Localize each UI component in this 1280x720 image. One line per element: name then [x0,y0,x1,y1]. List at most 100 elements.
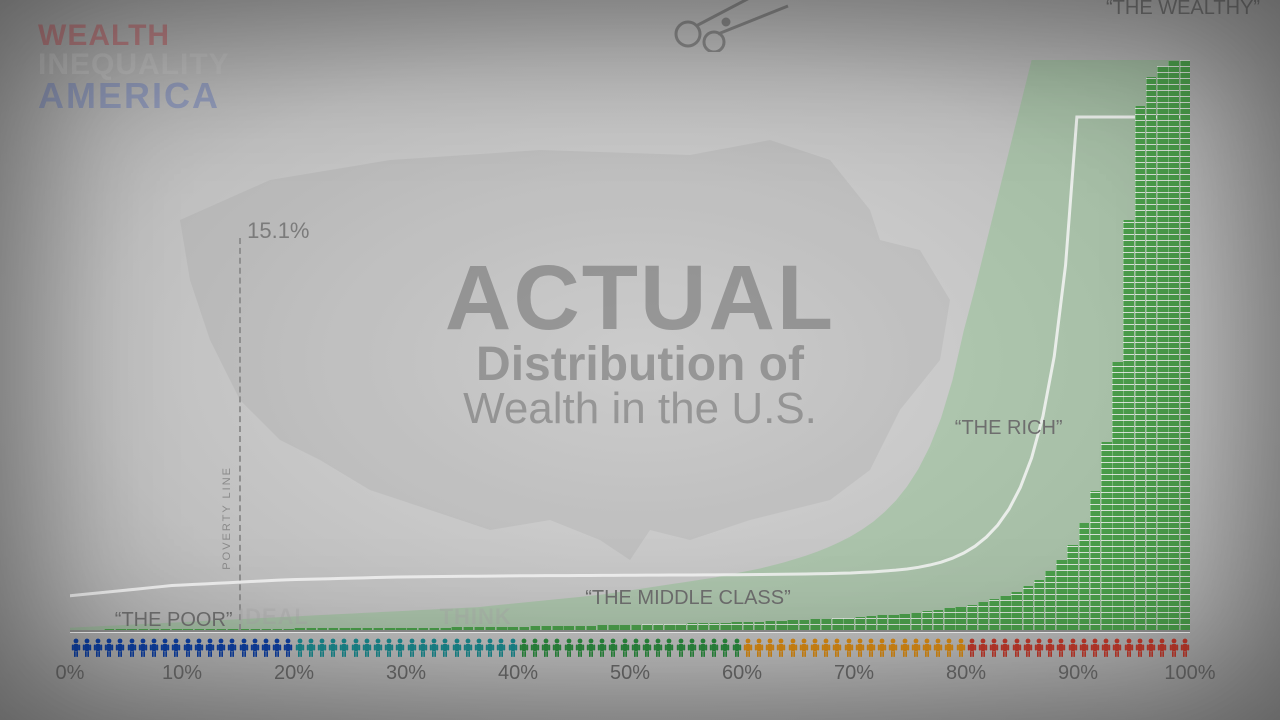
person-icon [753,634,764,658]
person-icon [1011,634,1022,658]
person-icon [1123,634,1134,658]
group-label-poor: “THE POOR” [115,609,233,632]
person-icon [148,634,159,658]
logo-line1: WEALTH [38,22,230,51]
x-tick-label: 70% [834,662,874,685]
person-icon [574,634,585,658]
poverty-line-label: POVERTY LINE [221,466,233,570]
person-icon [260,634,271,658]
person-icon [339,634,350,658]
person-icon [742,634,753,658]
person-icon [429,634,440,658]
person-icon [921,634,932,658]
person-icon [238,634,249,658]
person-icon [709,634,720,658]
watermark-think: THINK [440,604,512,630]
poverty-line-percent: 15.1% [247,218,309,244]
person-icon [1134,634,1145,658]
person-icon [776,634,787,658]
person-icon [316,634,327,658]
person-icon [955,634,966,658]
person-icon [1101,634,1112,658]
group-label-wealthy: “THE WEALTHY” [1106,0,1260,20]
x-tick-label: 90% [1058,662,1098,685]
x-tick-label: 0% [56,662,85,685]
person-icon [518,634,529,658]
person-icon [1146,634,1157,658]
person-icon [115,634,126,658]
person-icon [563,634,574,658]
person-icon [1078,634,1089,658]
person-icon [171,634,182,658]
person-icon [249,634,260,658]
person-icon [697,634,708,658]
person-icon [720,634,731,658]
person-icon [597,634,608,658]
person-icon [294,634,305,658]
person-icon [1045,634,1056,658]
x-tick-label: 30% [386,662,426,685]
person-icon [552,634,563,658]
wealth-bar-chart [70,60,1190,630]
person-icon [1000,634,1011,658]
person-icon [888,634,899,658]
person-icon [126,634,137,658]
person-icon [485,634,496,658]
person-icon [372,634,383,658]
person-icon [1179,634,1190,658]
person-icon [787,634,798,658]
group-label-rich: “THE RICH” [955,417,1063,440]
person-icon [507,634,518,658]
person-icon [104,634,115,658]
person-icon [798,634,809,658]
person-icon [653,634,664,658]
person-icon [541,634,552,658]
person-icon [283,634,294,658]
person-icon [899,634,910,658]
watermark-ideal: IDEAL [238,604,309,630]
x-tick-label: 80% [946,662,986,685]
person-icon [1033,634,1044,658]
person-icon [92,634,103,658]
person-icon [1056,634,1067,658]
person-icon [966,634,977,658]
person-icon [664,634,675,658]
person-icon [193,634,204,658]
person-icon [686,634,697,658]
person-icon [473,634,484,658]
person-icon [877,634,888,658]
scissors-icon [670,0,790,52]
person-icon [137,634,148,658]
person-icon [182,634,193,658]
people-icon-row [70,634,1190,658]
person-icon [910,634,921,658]
person-icon [1089,634,1100,658]
x-tick-label: 50% [610,662,650,685]
x-tick-label: 60% [722,662,762,685]
x-tick-label: 10% [162,662,202,685]
person-icon [440,634,451,658]
chart-baseline [70,630,1190,632]
person-icon [854,634,865,658]
person-icon [529,634,540,658]
person-icon [933,634,944,658]
bars-container [70,60,1190,630]
person-icon [731,634,742,658]
person-icon [675,634,686,658]
person-icon [216,634,227,658]
person-icon [70,634,81,658]
person-icon [395,634,406,658]
x-tick-label: 40% [498,662,538,685]
person-icon [944,634,955,658]
person-icon [350,634,361,658]
person-icon [641,634,652,658]
person-icon [272,634,283,658]
person-icon [585,634,596,658]
person-icon [81,634,92,658]
person-icon [305,634,316,658]
group-label-middle: “THE MIDDLE CLASS” [585,587,791,610]
person-icon [227,634,238,658]
person-icon [417,634,428,658]
person-icon [821,634,832,658]
person-icon [384,634,395,658]
